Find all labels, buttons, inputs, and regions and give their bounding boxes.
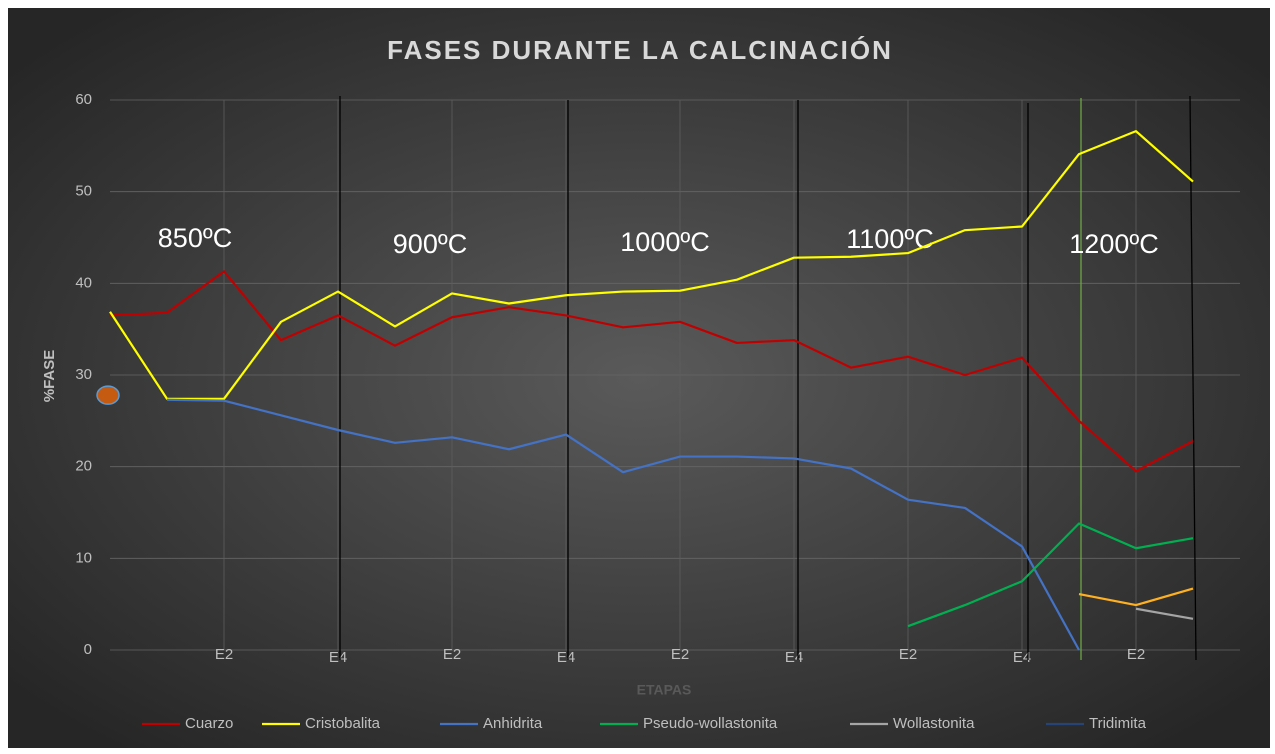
x-tick-label: E4 — [1013, 649, 1031, 666]
x-tick-label: E2 — [671, 646, 689, 663]
chart-title: FASES DURANTE LA CALCINACIÓN — [387, 35, 893, 65]
y-tick-label: 40 — [75, 274, 92, 291]
x-tick-label: E4 — [557, 649, 575, 666]
annotation: 1200ºC — [1069, 229, 1158, 259]
legend-label: Tridimita — [1089, 715, 1147, 732]
x-tick-label: E2 — [215, 646, 233, 663]
x-tick-label: E2 — [899, 646, 917, 663]
y-tick-label: 0 — [84, 641, 92, 658]
x-tick-label: E4 — [329, 649, 347, 666]
annotation: 850ºC — [158, 223, 232, 253]
series-line — [1135, 607, 1194, 620]
series-line — [907, 522, 1194, 628]
y-tick-label: 10 — [75, 549, 92, 566]
x-tick-label: E2 — [443, 646, 461, 663]
grid: 0 10 20 30 40 50 60 E2 E4 E2 E4 E2 E4 E2 E4 E2 — [75, 91, 1240, 666]
series-line — [1078, 587, 1194, 607]
y-tick-label: 20 — [75, 458, 92, 475]
annotation: 900ºC — [393, 229, 467, 259]
series-line — [166, 398, 1080, 651]
annotation: 1000ºC — [620, 227, 709, 257]
legend: Cuarzo Cristobalita Anhidrita Pseudo-wollas… — [142, 715, 1147, 732]
data-point — [96, 385, 120, 405]
legend-label: Pseudo-wollastonita — [643, 715, 778, 732]
x-tick-label: E4 — [785, 649, 803, 666]
series-line — [109, 270, 1194, 473]
annotation: 1100ºC — [846, 224, 933, 254]
separator-line — [1189, 95, 1197, 661]
y-tick-label: 50 — [75, 183, 92, 200]
legend-label: Cristobalita — [305, 715, 381, 732]
x-tick-label: E2 — [1127, 646, 1145, 663]
separators — [339, 95, 1197, 661]
legend-label: Anhidrita — [483, 715, 543, 732]
y-tick-label: 30 — [75, 366, 92, 383]
y-tick-label: 60 — [75, 91, 92, 108]
x-axis-title: ETAPAS — [637, 682, 692, 698]
plot — [96, 130, 1194, 651]
chart-background — [8, 8, 1270, 748]
series-line — [109, 130, 1194, 400]
y-axis-title: %FASE — [41, 350, 58, 403]
legend-label: Wollastonita — [893, 715, 975, 732]
legend-label: Cuarzo — [185, 715, 233, 732]
